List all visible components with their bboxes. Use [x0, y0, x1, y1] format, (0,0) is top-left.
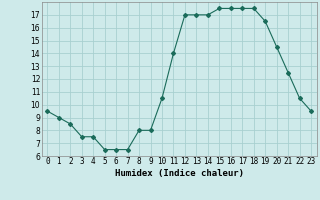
X-axis label: Humidex (Indice chaleur): Humidex (Indice chaleur): [115, 169, 244, 178]
